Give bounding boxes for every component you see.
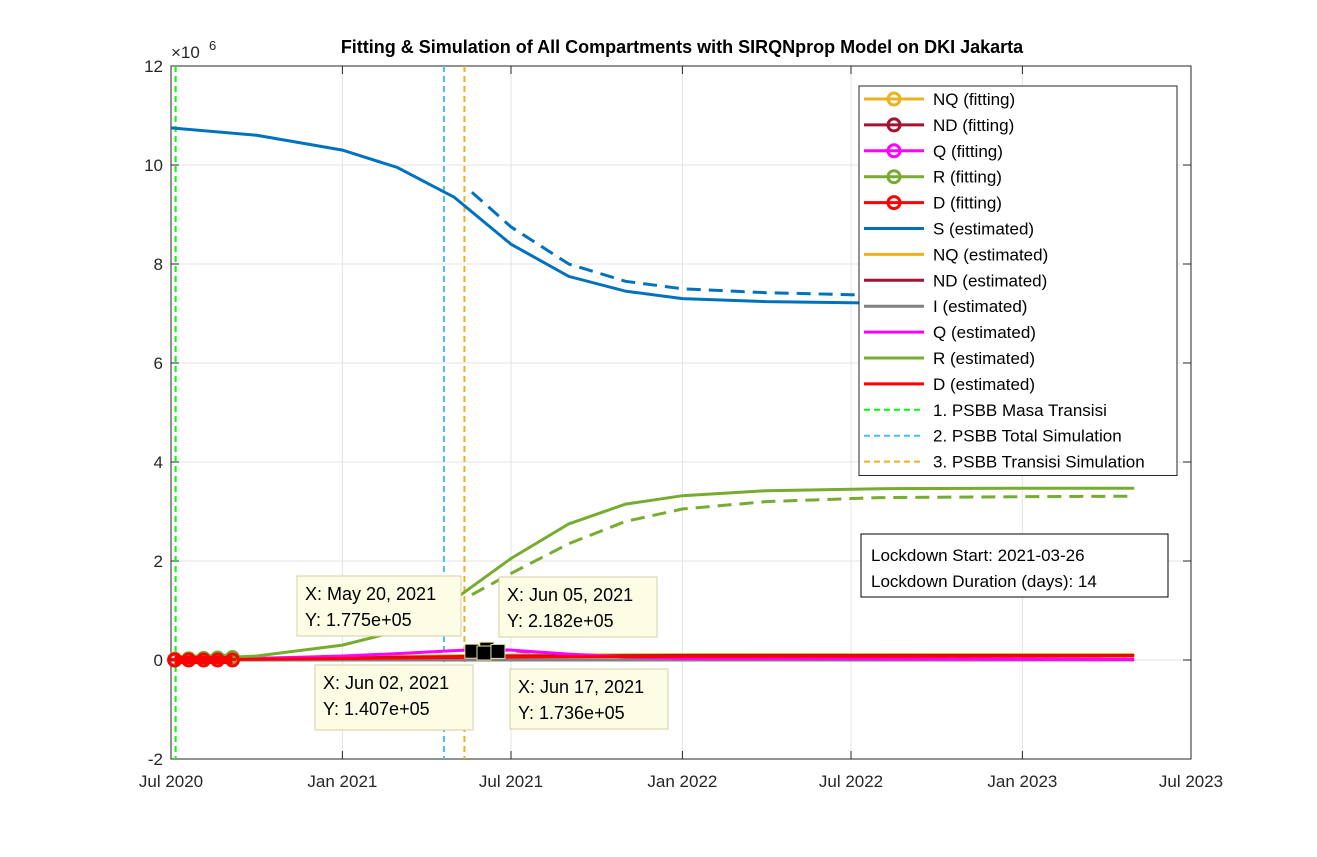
datatip-y-text: Y: 1.407e+05 bbox=[323, 699, 430, 719]
y-tick-label: 6 bbox=[154, 354, 163, 373]
legend-entry-label: R (estimated) bbox=[933, 349, 1035, 368]
legend-entry-label: S (estimated) bbox=[933, 220, 1034, 239]
datatip-x-text: X: Jun 02, 2021 bbox=[323, 673, 449, 693]
datatip-x-text: X: Jun 17, 2021 bbox=[518, 677, 644, 697]
y-tick-label: 10 bbox=[144, 156, 163, 175]
legend-entry-label: ND (fitting) bbox=[933, 116, 1014, 135]
y-exponent-power: 6 bbox=[209, 38, 216, 53]
legend-entry-label: ND (estimated) bbox=[933, 271, 1047, 290]
datatip-x-text: X: Jun 05, 2021 bbox=[507, 585, 633, 605]
x-tick-label: Jul 2021 bbox=[479, 772, 543, 791]
legend-swatch-marker bbox=[886, 195, 902, 211]
datatip-x-text: X: May 20, 2021 bbox=[305, 584, 436, 604]
fitting-series-marker bbox=[196, 652, 212, 668]
fitting-series-marker bbox=[181, 652, 197, 668]
fitting-series-marker bbox=[210, 652, 226, 668]
datatip-point-marker bbox=[490, 643, 506, 659]
x-tick-label: Jan 2023 bbox=[987, 772, 1057, 791]
estimated-series-line bbox=[170, 654, 1135, 662]
legend-entry-label: R (fitting) bbox=[933, 168, 1002, 187]
legend-entry-label: 2. PSBB Total Simulation bbox=[933, 427, 1122, 446]
y-tick-label: 2 bbox=[154, 552, 163, 571]
fitting-series-marker bbox=[224, 652, 240, 668]
legend-swatch-marker bbox=[886, 91, 902, 107]
x-tick-label: Jan 2021 bbox=[307, 772, 377, 791]
datatip-y-text: Y: 1.775e+05 bbox=[305, 610, 412, 630]
y-tick-label: 12 bbox=[144, 57, 163, 76]
datatip-box bbox=[314, 664, 474, 731]
x-tick-label: Jul 2022 bbox=[819, 772, 883, 791]
legend-entry-label: NQ (estimated) bbox=[933, 245, 1048, 264]
y-exponent-label: ×10 bbox=[171, 43, 200, 62]
legend-entry-label: Q (estimated) bbox=[933, 323, 1036, 342]
simulation-series-line bbox=[470, 191, 1135, 298]
legend-swatch-marker bbox=[886, 117, 902, 133]
simulation-series-line bbox=[471, 494, 1135, 597]
legend-entry-label: 1. PSBB Masa Transisi bbox=[933, 401, 1107, 420]
datatip-y-text: Y: 1.736e+05 bbox=[518, 703, 625, 723]
plot-area: Jul 2020 Jan 2021 Jul 2021 Jan 2022 Jul 2022… bbox=[139, 38, 1223, 791]
legend-swatch-marker bbox=[886, 143, 902, 159]
legend-entry-label: I (estimated) bbox=[933, 297, 1027, 316]
datatip-y-text: Y: 2.182e+05 bbox=[507, 611, 614, 631]
legend-swatch-marker bbox=[886, 169, 902, 185]
estimated-series-line bbox=[170, 486, 1135, 662]
annotation-lockdown-duration: Lockdown Duration (days): 14 bbox=[871, 572, 1097, 591]
datatip-box bbox=[509, 668, 669, 730]
y-tick-label: -2 bbox=[148, 750, 163, 769]
x-tick-label: Jul 2020 bbox=[139, 772, 203, 791]
axes-box bbox=[170, 65, 1192, 760]
x-tick-label: Jan 2022 bbox=[647, 772, 717, 791]
legend-entry-label: 3. PSBB Transisi Simulation bbox=[933, 453, 1145, 472]
fitting-series-marker bbox=[167, 652, 183, 668]
annotation-lockdown-start: Lockdown Start: 2021-03-26 bbox=[871, 546, 1085, 565]
datatip-box bbox=[498, 576, 658, 638]
annotation-box bbox=[860, 533, 1169, 598]
legend-entry-label: NQ (fitting) bbox=[933, 90, 1015, 109]
y-tick-label: 8 bbox=[154, 255, 163, 274]
datatip-box bbox=[296, 575, 462, 637]
x-tick-label: Jul 2023 bbox=[1159, 772, 1223, 791]
legend-entry-label: D (estimated) bbox=[933, 375, 1035, 394]
chart-title: Fitting & Simulation of All Compartments… bbox=[341, 37, 1024, 57]
datatip-point-marker bbox=[476, 645, 492, 661]
y-tick-label: 0 bbox=[154, 651, 163, 670]
legend-entry-label: D (fitting) bbox=[933, 194, 1002, 213]
y-tick-label: 4 bbox=[154, 453, 163, 472]
legend-entry-label: Q (fitting) bbox=[933, 142, 1003, 161]
